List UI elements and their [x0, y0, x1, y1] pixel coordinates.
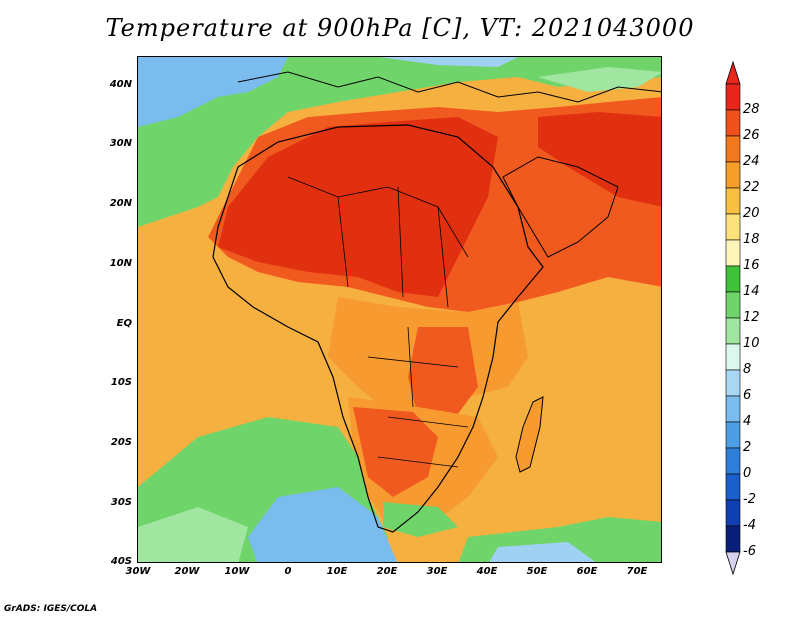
lat-label-10n: 10N	[109, 258, 132, 269]
north-blue-region	[138, 57, 288, 127]
lon-label-30w: 30W	[125, 566, 151, 577]
map-canvas	[138, 57, 661, 562]
lat-label-40s: 40S	[110, 556, 132, 567]
lat-label-40n: 40N	[109, 79, 132, 90]
south-atlantic-cold	[248, 487, 398, 562]
colorbar-swatch	[725, 499, 741, 527]
colorbar-swatch	[725, 213, 741, 241]
colorbar-swatch	[725, 447, 741, 475]
lon-label-40e: 40E	[476, 566, 498, 577]
lat-label-30s: 30S	[110, 497, 132, 508]
lon-label-0: 0	[284, 566, 292, 577]
temperature-map	[137, 56, 662, 563]
lat-label-20s: 20S	[110, 437, 132, 448]
colorbar-swatch	[725, 291, 741, 319]
colorbar-swatch	[725, 83, 741, 111]
colorbar-label: 24	[743, 154, 760, 169]
south-cape-cool	[383, 502, 458, 537]
lat-label-30n: 30N	[109, 138, 132, 149]
colorbar-swatch	[725, 473, 741, 501]
colorbar-bottom-arrow	[725, 551, 741, 576]
colorbar-swatch	[725, 343, 741, 371]
lon-label-20w: 20W	[174, 566, 200, 577]
colorbar-swatch	[725, 265, 741, 293]
colorbar-swatch	[725, 239, 741, 267]
lon-label-10e: 10E	[326, 566, 348, 577]
madagascar-outline	[515, 396, 544, 473]
colorbar-label: 6	[743, 388, 752, 403]
arabia-hot-region	[538, 112, 661, 207]
colorbar-label: 26	[743, 128, 760, 143]
caspian-cool-region	[538, 67, 661, 92]
east-africa-hot	[408, 327, 478, 427]
colorbar-label: 10	[743, 336, 760, 351]
colorbar-label: 20	[743, 206, 760, 221]
colorbar-swatch	[725, 369, 741, 397]
colorbar-swatch	[725, 395, 741, 423]
colorbar-label: -2	[743, 492, 756, 507]
colorbar-swatch	[725, 135, 741, 163]
south-west-cold	[138, 507, 248, 562]
lat-label-eq: EQ	[116, 318, 132, 329]
arabia-coastline	[502, 156, 619, 258]
colorbar-swatch	[725, 317, 741, 345]
colorbar	[725, 60, 741, 576]
colorbar-label: -4	[743, 518, 756, 533]
colorbar-top-arrow	[725, 60, 741, 85]
lon-label-60e: 60E	[576, 566, 598, 577]
colorbar-label: 0	[743, 466, 752, 481]
lon-label-50e: 50E	[526, 566, 548, 577]
colorbar-label: 16	[743, 258, 760, 273]
lon-label-30e: 30E	[426, 566, 448, 577]
lon-label-10w: 10W	[224, 566, 250, 577]
colorbar-label: -6	[743, 544, 756, 559]
south-indian-cold	[489, 542, 596, 562]
colorbar-label: 22	[743, 180, 760, 195]
footer-credit: GrADS: IGES/COLA	[4, 604, 98, 614]
chart-title: Temperature at 900hPa [C], VT: 202104300…	[105, 14, 695, 42]
lat-label-20n: 20N	[109, 198, 132, 209]
colorbar-swatch	[725, 161, 741, 189]
colorbar-label: 12	[743, 310, 760, 325]
southern-africa-hot	[353, 407, 438, 497]
colorbar-label: 2	[743, 440, 752, 455]
lon-label-20e: 20E	[376, 566, 398, 577]
colorbar-label: 28	[743, 102, 760, 117]
north-blue-region-2	[378, 57, 518, 67]
colorbar-label: 18	[743, 232, 760, 247]
mediterranean-coastline	[237, 71, 661, 103]
colorbar-swatch	[725, 525, 741, 553]
lat-label-10s: 10S	[110, 377, 132, 388]
colorbar-label: 14	[743, 284, 760, 299]
north-cold-region	[138, 57, 661, 227]
colorbar-swatch	[725, 109, 741, 137]
colorbar-label: 8	[743, 362, 752, 377]
sahara-hot-core	[218, 117, 498, 297]
colorbar-swatch	[725, 187, 741, 215]
lon-label-70e: 70E	[626, 566, 648, 577]
country-borders	[287, 176, 469, 468]
colorbar-swatch	[725, 421, 741, 449]
colorbar-label: 4	[743, 414, 752, 429]
africa-coastline	[212, 124, 544, 533]
